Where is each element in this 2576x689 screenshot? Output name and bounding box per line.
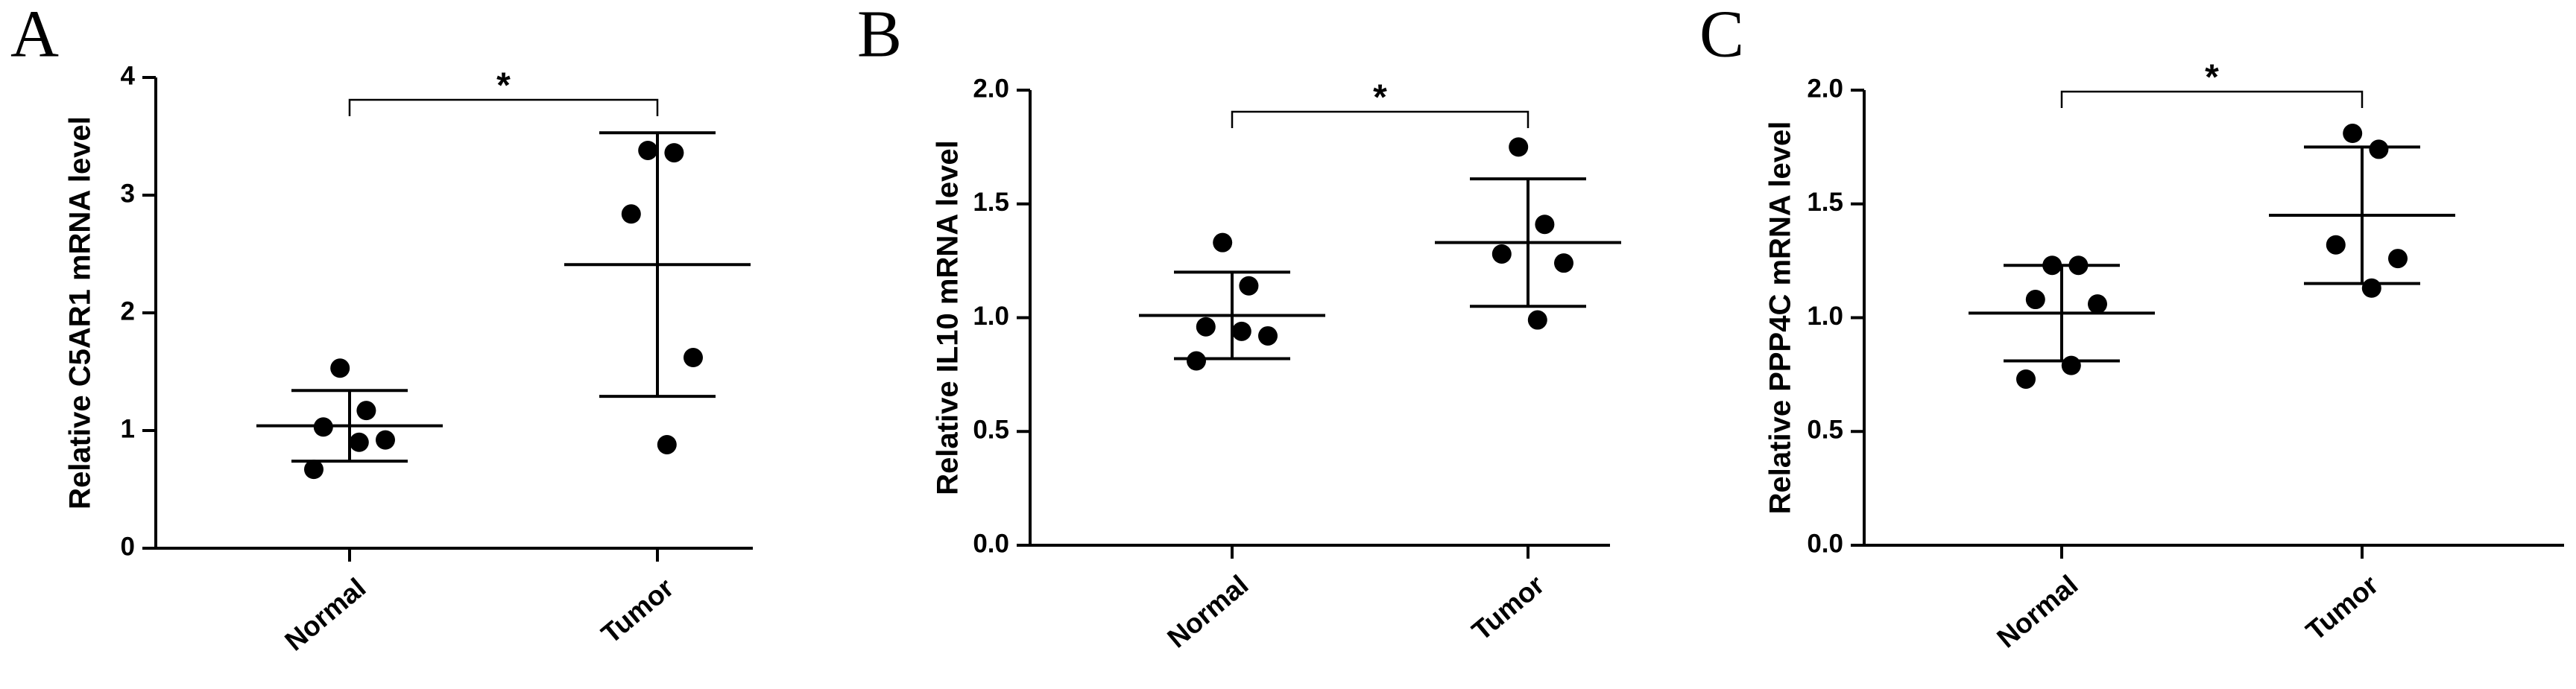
data-point xyxy=(2061,355,2081,375)
significance-bracket xyxy=(1231,110,1530,128)
y-tick-label: 2.0 xyxy=(973,74,1009,103)
data-point xyxy=(2361,278,2381,298)
data-point xyxy=(621,204,641,224)
data-point xyxy=(684,348,703,368)
data-point xyxy=(304,460,323,480)
x-tick-label: Tumor xyxy=(2300,569,2384,647)
data-point xyxy=(1535,215,1555,235)
data-point xyxy=(2343,124,2363,144)
data-point xyxy=(638,140,658,160)
panel-label: B xyxy=(857,0,902,72)
y-tick-label: 0.5 xyxy=(1807,416,1843,445)
panel-label: A xyxy=(10,0,59,72)
data-point xyxy=(2016,369,2036,389)
data-point xyxy=(1509,137,1529,157)
y-axis-label: Relative PPP4C mRNA level xyxy=(1764,121,1797,515)
y-tick-label: 4 xyxy=(121,61,136,90)
y-tick-label: 2 xyxy=(121,296,135,326)
significance-bracket xyxy=(2060,90,2364,108)
panel-label: C xyxy=(1699,0,1744,72)
data-point xyxy=(1258,326,1278,346)
data-point xyxy=(2326,235,2346,255)
data-point xyxy=(657,434,677,454)
y-tick-label: 2.0 xyxy=(1807,74,1843,103)
data-point xyxy=(1231,321,1251,341)
data-point xyxy=(330,358,350,378)
y-axis-label: Relative IL10 mRNA level xyxy=(932,140,965,495)
data-point xyxy=(1196,317,1216,337)
data-point xyxy=(2088,294,2107,314)
data-point xyxy=(664,143,684,163)
significance-label: * xyxy=(1373,78,1387,118)
y-tick-label: 1.5 xyxy=(973,188,1009,217)
y-tick-label: 1.5 xyxy=(1807,188,1843,217)
data-point xyxy=(1554,253,1573,273)
significance-label: * xyxy=(496,66,511,106)
data-point xyxy=(2388,249,2408,269)
data-point xyxy=(1213,232,1233,253)
x-tick-label: Normal xyxy=(1991,569,2083,653)
data-point xyxy=(1527,310,1547,330)
y-tick-label: 0 xyxy=(121,532,135,561)
y-tick-label: 0.5 xyxy=(973,416,1009,445)
y-axis-label: Relative C5AR1 mRNA level xyxy=(64,116,97,509)
data-point xyxy=(1239,276,1259,296)
data-point xyxy=(356,401,376,421)
y-tick-label: 1 xyxy=(121,414,135,443)
significance-bracket xyxy=(348,98,659,116)
x-tick-label: Tumor xyxy=(596,572,679,650)
significance-label: * xyxy=(2205,58,2219,98)
data-point xyxy=(2025,290,2045,310)
data-point xyxy=(349,432,369,452)
data-point xyxy=(2369,139,2389,159)
data-point xyxy=(376,430,395,450)
x-tick-label: Tumor xyxy=(1466,569,1550,647)
y-tick-label: 0.0 xyxy=(973,529,1009,558)
data-point xyxy=(1491,244,1512,264)
y-tick-label: 3 xyxy=(121,179,135,208)
y-tick-label: 1.0 xyxy=(973,302,1009,331)
x-tick-label: Normal xyxy=(1161,569,1254,653)
data-point xyxy=(1187,351,1206,371)
y-tick-label: 1.0 xyxy=(1807,302,1843,331)
y-tick-label: 0.0 xyxy=(1807,529,1843,558)
x-tick-label: Normal xyxy=(279,572,371,656)
